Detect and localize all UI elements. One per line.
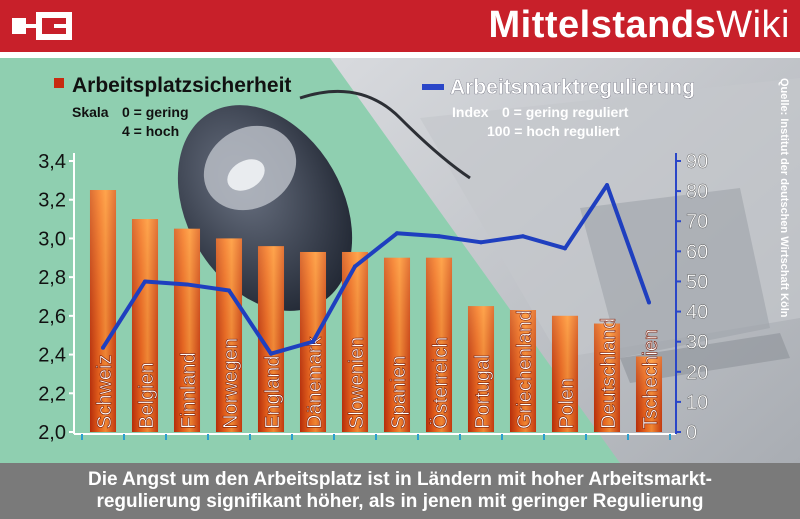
category-label: Schweiz [94,355,116,429]
legend-bar-scale-high: 4 = hoch [122,123,179,139]
axes: 2,0 2,2 2,4 2,6 2,8 3,0 3,2 3,4 0 10 20 30 40 50 60 70 8… [38,151,708,444]
caption-line-2: regulierung signifikant höher, als in je… [96,491,704,512]
legend: Arbeitsplatzsicherheit Skala 0 = gering … [54,74,695,139]
y-right-tick-label: 70 [686,211,708,233]
legend-bar-title: Arbeitsplatzsicherheit [72,74,291,97]
y-right-tick-label: 20 [686,362,708,384]
line-point-slowenien [353,264,357,269]
bar-shade [383,257,411,432]
legend-bar-scale-low: 0 = gering [122,104,189,120]
legend-line-title: Arbeitsmarktregulierung [450,76,695,99]
category-label: Belgien [136,362,158,429]
brand-name-light: Wiki [716,4,790,46]
y-right-tick-label: 60 [686,241,708,263]
source-note: Quelle: Institut der deutschen Wirtschaf… [778,78,790,318]
y-right-tick-label: 50 [686,271,708,293]
legend-line-index-high: 100 = hoch reguliert [487,123,620,139]
line-point-spanien [395,231,399,236]
category-label: Portugal [472,355,494,430]
line-series [101,183,651,356]
category-label: Slowenien [346,337,368,429]
bar-shade [467,306,495,432]
bar-shade [89,190,117,432]
category-label: Tschechien [640,329,662,429]
category-label: Österreich [430,337,452,429]
y-right-tick-label: 0 [686,422,697,444]
header-divider [0,52,800,58]
line-point-finnland [185,282,189,287]
category-label: Dänemark [304,336,326,429]
legend-line-index-low: 0 = gering reguliert [502,104,629,120]
header-bar: MittelstandsWiki [0,0,800,52]
category-label: England [262,356,284,429]
legend-bar-swatch [54,78,64,88]
y-right-tick-label: 90 [686,151,708,173]
y-right-tick-label: 10 [686,392,708,414]
line-point-norwegen [227,288,231,293]
bar-shade [215,238,243,432]
bar-shade [131,219,159,432]
chart-panel: Arbeitsplatzsicherheit Skala 0 = gering … [0,58,800,463]
bar-shade [173,228,201,432]
y-left-tick-label: 2,2 [38,383,66,405]
footer-caption: Die Angst um den Arbeitsplatz ist in Län… [0,463,800,519]
line-point-österreich [437,234,441,239]
background-photo [177,58,800,463]
y-right-tick-label: 40 [686,302,708,324]
y-left-tick-label: 2,6 [38,306,66,328]
category-label: Polen [556,378,578,429]
brand-name: MittelstandsWiki [489,4,790,47]
category-label: Norwegen [220,338,242,429]
category-label: Griechenland [514,310,536,429]
legend-bar-scale-label: Skala [72,104,109,120]
bar-shade [593,323,621,432]
category-label: Deutschland [598,318,620,429]
line-point-portugal [479,240,483,245]
y-left-tick-label: 2,8 [38,267,66,289]
bar-shade [551,315,579,432]
logo [0,0,86,52]
bar-shade [635,356,663,432]
brand-logo-icon [12,12,72,40]
y-right-tick-label: 30 [686,332,708,354]
y-left-tick-label: 3,4 [38,151,66,173]
bar-shade [425,257,453,432]
category-labels: Schweiz Belgien Finnland Norwegen England Dän… [94,310,663,430]
caption-line-1: Die Angst um den Arbeitsplatz ist in Län… [88,469,712,490]
y-left-tick-label: 3,0 [38,228,66,250]
line-point-deutschland [605,183,609,188]
y-left-tick-label: 3,2 [38,190,66,212]
line-point-england [269,351,273,356]
brand-name-bold: Mittelstands [488,4,717,46]
combo-chart: Arbeitsplatzsicherheit Skala 0 = gering … [38,58,800,463]
line-point-schweiz [101,345,105,350]
category-label: Finnland [178,352,200,429]
line-arbeitsmarktregulierung [101,183,651,356]
line-point-tschechien [647,300,651,305]
category-label: Spanien [388,356,410,429]
line-point-polen [563,246,567,251]
legend-line-index-label: Index [452,104,489,120]
line-point-dänemark [311,339,315,344]
y-right-tick-label: 80 [686,181,708,203]
y-left-tick-label: 2,0 [38,422,66,444]
bar-shade [509,310,537,432]
y-left-tick-label: 2,4 [38,345,66,367]
line-point-belgien [143,279,147,284]
line-point-griechenland [521,234,525,239]
